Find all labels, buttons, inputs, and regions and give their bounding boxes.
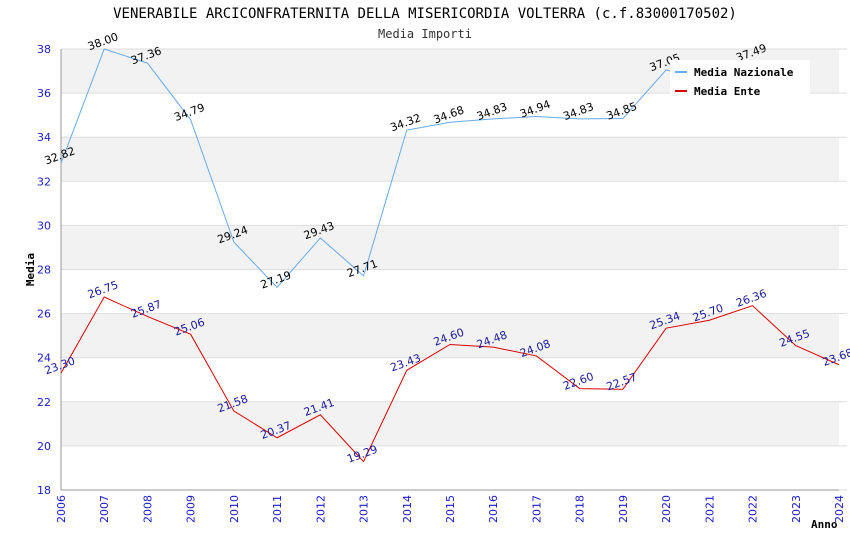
x-tick-label: 2010 xyxy=(228,495,241,523)
x-tick-label: 2007 xyxy=(98,495,111,523)
chart-title: VENERABILE ARCICONFRATERNITA DELLA MISER… xyxy=(113,6,737,22)
x-tick-label: 2012 xyxy=(314,495,327,523)
x-tick-label: 2008 xyxy=(141,495,154,523)
legend: Media Nazionale Media Ente xyxy=(670,60,810,98)
x-tick-label: 2023 xyxy=(790,495,803,523)
grid-band xyxy=(61,93,839,138)
grid-band xyxy=(61,181,839,226)
x-tick-label: 2018 xyxy=(574,495,587,523)
y-tick-label: 30 xyxy=(37,219,51,232)
series-line-nazionale xyxy=(60,48,753,289)
x-tick-label: 2017 xyxy=(530,495,543,523)
legend-label-nazionale: Media Nazionale xyxy=(694,66,794,79)
y-tick-label: 26 xyxy=(37,308,51,321)
grid-band xyxy=(61,225,839,270)
y-tick-label: 36 xyxy=(37,87,51,100)
grid-band xyxy=(61,401,839,446)
y-tick-label: 22 xyxy=(37,396,51,409)
legend-label-ente: Media Ente xyxy=(694,85,761,98)
grid-band xyxy=(61,357,839,402)
x-tick-label: 2021 xyxy=(703,495,716,523)
x-tick-label: 2009 xyxy=(185,495,198,523)
grid-band xyxy=(61,269,839,314)
y-tick-label: 28 xyxy=(37,264,51,277)
chart-subtitle: Media Importi xyxy=(378,27,472,41)
x-tick-label: 2022 xyxy=(747,495,760,523)
y-axis-title: Media xyxy=(24,253,37,286)
x-tick-label: 2016 xyxy=(487,495,500,523)
x-tick-label: 2006 xyxy=(55,495,68,523)
grid-band xyxy=(61,313,839,358)
x-tick-label: 2020 xyxy=(660,495,673,523)
grid-band xyxy=(61,137,839,182)
x-tick-label: 2015 xyxy=(444,495,457,523)
x-tick-label: 2019 xyxy=(617,495,630,523)
grid-band xyxy=(61,445,839,490)
y-tick-label: 34 xyxy=(37,131,51,144)
y-tick-label: 32 xyxy=(37,175,51,188)
grid-bands xyxy=(61,49,839,490)
x-tick-label: 2011 xyxy=(271,495,284,523)
y-tick-label: 38 xyxy=(37,43,51,56)
y-tick-label: 18 xyxy=(37,484,51,497)
series-group xyxy=(60,48,840,463)
x-axis-title: Anno xyxy=(811,518,838,531)
x-tick-label: 2014 xyxy=(401,495,414,523)
series-line-ente xyxy=(60,296,840,463)
y-tick-label: 20 xyxy=(37,440,51,453)
x-tick-label: 2013 xyxy=(358,495,371,523)
x-tick-label: 2024 xyxy=(833,495,846,523)
y-tick-label: 24 xyxy=(37,352,51,365)
legend-box xyxy=(670,60,810,98)
